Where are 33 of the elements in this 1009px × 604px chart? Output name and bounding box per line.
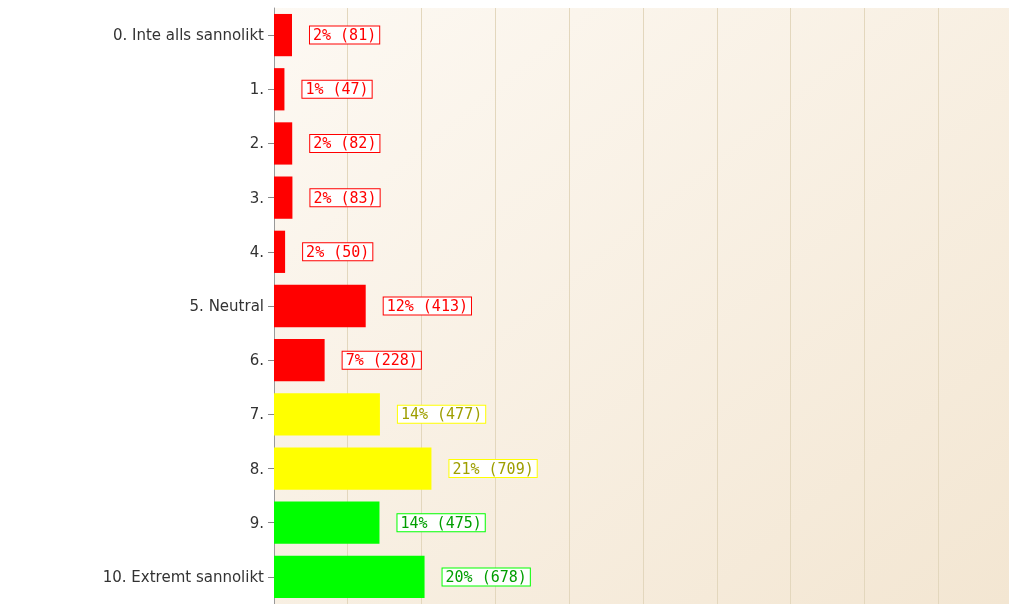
data-label: 2% (81) [312, 26, 377, 45]
y-tick-label: 8. [249, 459, 264, 478]
y-tick-label: 7. [249, 405, 264, 424]
y-tick-label: 9. [249, 513, 264, 532]
data-label: 2% (50) [306, 242, 370, 261]
bar [274, 393, 380, 436]
data-label: 1% (47) [305, 80, 369, 99]
data-label: 21% (709) [452, 459, 534, 478]
data-label: 2% (82) [313, 134, 377, 153]
bar [274, 501, 380, 544]
y-tick-label: 10. Extremt sannolikt [102, 567, 265, 586]
y-tick-label: 1. [249, 80, 264, 99]
bar [274, 68, 285, 111]
y-tick-label: 4. [249, 242, 264, 261]
bar [274, 339, 325, 382]
data-label: 20% (678) [445, 567, 527, 586]
bar [274, 13, 292, 57]
bar [274, 176, 293, 219]
bar [274, 284, 366, 328]
y-tick-label: 0. Inte alls sannolikt [112, 26, 265, 45]
data-label: 14% (475) [400, 513, 482, 532]
bar [274, 447, 432, 490]
data-label: 12% (413) [386, 297, 468, 315]
bar [274, 230, 286, 273]
bar [274, 122, 293, 165]
y-tick-label: 6. [249, 351, 264, 370]
bar [274, 555, 425, 599]
data-label: 2% (83) [313, 188, 377, 207]
data-label: 14% (477) [400, 405, 483, 424]
y-tick-label: 2. [249, 134, 264, 153]
y-tick-label: 5. Neutral [189, 297, 264, 315]
y-tick-label: 3. [249, 188, 264, 207]
data-label: 7% (228) [345, 351, 418, 370]
